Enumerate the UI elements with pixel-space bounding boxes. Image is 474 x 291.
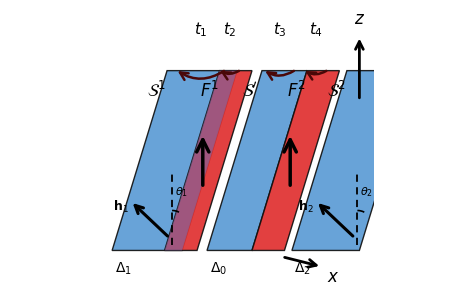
Text: $t_3$: $t_3$ [273,21,286,39]
Text: $\mathbf{h}_2$: $\mathbf{h}_2$ [299,199,314,215]
Text: $\theta_2$: $\theta_2$ [360,185,373,199]
Text: $F^1$: $F^1$ [200,81,219,101]
Text: $\mathcal{S}^1$: $\mathcal{S}^1$ [147,81,166,101]
Text: $t_2$: $t_2$ [223,21,237,39]
Polygon shape [112,71,237,251]
Text: $\mathcal{S}'$: $\mathcal{S}'$ [242,81,258,100]
Text: $\Delta_1$: $\Delta_1$ [115,260,131,277]
Text: $F^2$: $F^2$ [287,81,306,101]
Text: $t_1$: $t_1$ [194,21,208,39]
Text: $\Delta_2$: $\Delta_2$ [294,260,311,277]
Text: $x$: $x$ [327,269,339,286]
Polygon shape [252,71,339,251]
Text: $\mathcal{S}^2$: $\mathcal{S}^2$ [327,81,346,101]
Polygon shape [292,71,414,251]
Text: $\Delta_0$: $\Delta_0$ [210,260,227,277]
Polygon shape [164,71,252,251]
Polygon shape [207,71,307,251]
Text: $t_4$: $t_4$ [309,21,323,39]
Text: $\mathbf{h}_1$: $\mathbf{h}_1$ [113,199,129,215]
Text: $z$: $z$ [354,11,365,28]
Text: $\theta_1$: $\theta_1$ [174,185,188,199]
Polygon shape [164,71,237,251]
